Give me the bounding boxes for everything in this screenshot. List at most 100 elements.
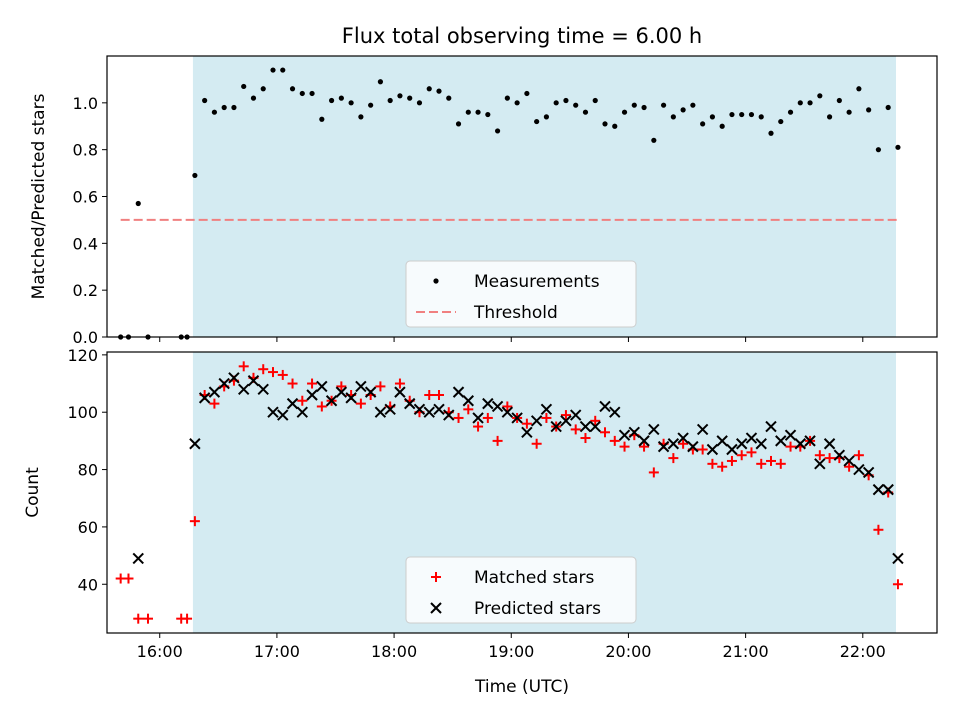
measurement-point (348, 100, 354, 106)
marker-stroke (843, 455, 855, 467)
predicted-star-marker (452, 386, 465, 398)
marker-stroke (726, 443, 738, 456)
legend: Measurements Threshold (405, 260, 637, 328)
y-tick-label: 80 (78, 461, 98, 480)
measurement-point (729, 111, 735, 118)
predicted-star-marker (569, 409, 582, 421)
marker-stroke (823, 438, 836, 450)
measurement-point (719, 123, 725, 129)
marker-stroke (765, 420, 777, 433)
x-tick-label: 19:00 (488, 642, 534, 661)
marker-stroke (862, 466, 875, 479)
predicted-star-marker (374, 406, 387, 418)
legend-label: Threshold (473, 303, 558, 323)
x-tick-label: 16:00 (137, 642, 183, 661)
matched-star-marker (375, 381, 386, 392)
measurement-point (582, 109, 589, 115)
predicted-star-marker (306, 389, 318, 401)
predicted-star-marker (335, 386, 348, 398)
predicted-star-marker (657, 440, 670, 453)
predicted-star-marker (579, 420, 592, 433)
measurement-point (485, 111, 491, 118)
matched-star-marker (521, 418, 532, 429)
measurement-point (446, 95, 452, 101)
matched-star-marker (853, 450, 864, 461)
marker-stroke (452, 386, 465, 398)
predicted-star-marker (618, 429, 631, 441)
measurement-point (241, 83, 247, 90)
marker-stroke (228, 372, 240, 384)
marker-stroke (364, 386, 377, 398)
marker-stroke (384, 403, 396, 416)
marker-stroke (257, 383, 269, 395)
matched-star-marker (434, 390, 444, 401)
measurement-point (543, 114, 550, 120)
matched-star-marker (824, 453, 835, 464)
legend-box (405, 260, 637, 328)
predicted-star-marker (775, 435, 787, 447)
marker-stroke (521, 426, 533, 438)
matched-star-marker (355, 398, 366, 409)
marker-stroke (394, 386, 406, 398)
matched-star-marker (873, 524, 884, 535)
measurement-point (700, 121, 706, 127)
predicted-star-marker (667, 438, 680, 450)
measurement-point (787, 109, 794, 115)
marker-stroke (306, 389, 318, 401)
predicted-star-marker (706, 443, 719, 456)
matched-star-marker (424, 390, 435, 401)
measurement-point (856, 86, 862, 92)
matched-star-marker (648, 467, 659, 478)
marker-stroke (374, 406, 387, 418)
predicted-star-marker (413, 403, 426, 416)
axes-frame (106, 351, 938, 634)
marker-stroke (550, 420, 562, 433)
predicted-star-marker (521, 426, 533, 438)
marker-stroke (218, 377, 230, 390)
marker-stroke (804, 435, 816, 447)
marker-stroke (462, 395, 475, 407)
marker-stroke (579, 420, 592, 433)
predicted-star-marker (833, 449, 846, 461)
measurement-point (504, 95, 510, 101)
marker-stroke (430, 602, 442, 614)
measurement-point (621, 109, 628, 115)
marker-stroke (794, 438, 807, 450)
marker-stroke (569, 409, 582, 421)
matched-star-marker (766, 455, 776, 466)
series-matched-stars (115, 361, 903, 624)
predicted-star-marker (735, 438, 748, 450)
matched-star-marker (609, 435, 620, 446)
marker-stroke (335, 386, 348, 398)
matched-star-marker (668, 453, 679, 464)
y-tick-label: 0.0 (73, 328, 98, 347)
y-tick-label: 120 (67, 346, 98, 365)
matched-star-marker (590, 415, 601, 426)
matched-star-marker (541, 412, 552, 423)
count-panel: 40 60 80 100 120 Count 16:00 17:00 18:00 19:00 20:… (23, 346, 938, 661)
predicted-star-marker (726, 443, 738, 456)
x-tick-label: 17:00 (254, 642, 300, 661)
matched-star-marker (482, 412, 493, 423)
marker-stroke (735, 438, 748, 450)
measurement-point (660, 102, 667, 108)
predicted-star-marker (491, 400, 504, 413)
legend: Matched stars Predicted stars (405, 556, 637, 624)
marker-stroke (560, 415, 572, 427)
measurement-point (416, 100, 423, 106)
marker-stroke (189, 438, 201, 450)
matched-star-marker (473, 421, 484, 432)
measurement-point (135, 200, 141, 207)
matched-star-marker (209, 398, 220, 409)
y-axis-label: Matched/Predicted stars (29, 93, 49, 299)
predicted-star-marker (872, 483, 885, 496)
predicted-star-marker (882, 483, 894, 496)
measurement-point (387, 97, 393, 104)
matched-star-marker (336, 381, 347, 392)
y-tick-label: 0.2 (73, 281, 98, 300)
marker-stroke (540, 403, 553, 416)
x-axis-label: Time (UTC) (474, 677, 569, 697)
y-tick-label: 40 (78, 575, 98, 594)
measurement-point (455, 121, 462, 127)
